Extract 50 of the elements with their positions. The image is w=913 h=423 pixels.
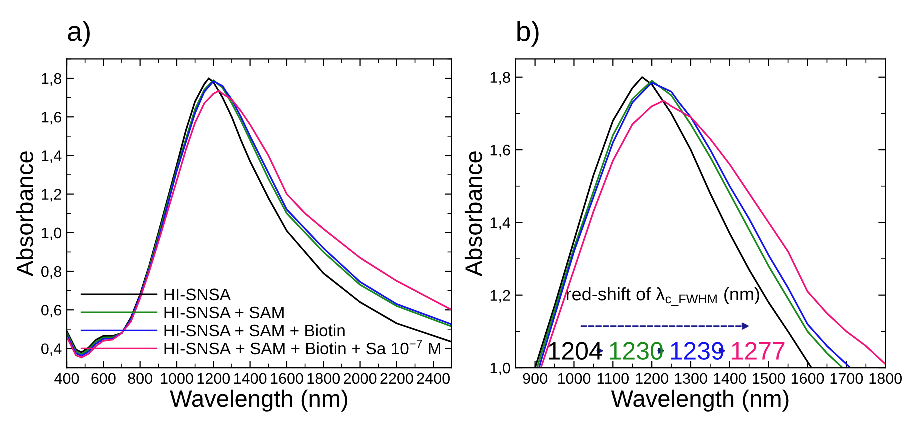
x-tick-label: 1100 [598, 373, 629, 384]
y-tick-label: 1,2 [42, 189, 62, 202]
x-axis-title: Wavelength (nm) [611, 390, 789, 412]
x-tick-label: 1700 [830, 373, 864, 384]
annotation: 1239 [671, 342, 724, 360]
y-tick-label: 1,4 [490, 218, 511, 230]
chart-title: a) [68, 20, 90, 47]
x-tick-label: 1600 [271, 373, 304, 384]
y-tick-label: 0,8 [42, 266, 62, 280]
x-tick-label: 1400 [234, 373, 267, 384]
annotation: 1277 [732, 342, 785, 360]
y-tick-label: 1,0 [42, 228, 62, 240]
x-tick-label: 1500 [753, 373, 786, 384]
x-axis-title: Wavelength (nm) [170, 390, 348, 412]
y-tick-label: 0,6 [42, 304, 62, 318]
annotation: 1230 [610, 342, 663, 360]
legend-label: HI-SNSA + SAM + Biotin [164, 324, 345, 337]
x-tick-label: 600 [92, 373, 116, 384]
x-tick-label: 1300 [675, 373, 708, 384]
x-tick-label: 2400 [417, 373, 450, 384]
y-tick-label: 1,4 [42, 150, 62, 164]
legend-label: HI-SNSA + SAM [164, 306, 284, 319]
x-tick-label: 1000 [558, 373, 591, 384]
x-tick-label: 1600 [792, 373, 824, 384]
y-tick-label: 1,8 [490, 72, 510, 85]
legend-label: HI-SNSA [164, 288, 232, 301]
y-axis-title: Absorbance [16, 152, 34, 277]
y-tick-label: 1,8 [42, 73, 62, 86]
legend-label: HI-SNSA + SAM + Biotin + Sa 10$^{−7}$ M [164, 340, 440, 355]
y-tick-label: 1,6 [490, 144, 510, 158]
y-tick-label: 0,4 [42, 344, 62, 356]
y-tick-label: 1,0 [490, 362, 510, 376]
annotation: 1204 [549, 342, 602, 360]
x-tick-label: 1800 [308, 373, 340, 384]
x-tick-label: 1200 [636, 373, 668, 384]
x-tick-label: 800 [128, 373, 152, 384]
x-tick-label: 2200 [380, 373, 414, 384]
x-tick-label: 1800 [870, 373, 902, 384]
chart-title: b) [518, 20, 539, 47]
x-tick-label: 900 [523, 373, 548, 384]
y-axis-title: Absorbance [464, 152, 482, 277]
y-tick-label: 1,6 [42, 112, 62, 125]
x-tick-label: 400 [54, 373, 80, 384]
x-tick-label: 2000 [344, 373, 377, 384]
x-tick-label: 1000 [161, 373, 194, 384]
x-tick-label: 1400 [714, 373, 746, 384]
x-tick-label: 1200 [198, 373, 230, 384]
line-series [540, 100, 886, 368]
annotation: red-shift of λ$_{c_FWHM}$ (nm) [566, 287, 760, 306]
y-tick-label: 1,2 [490, 290, 510, 303]
